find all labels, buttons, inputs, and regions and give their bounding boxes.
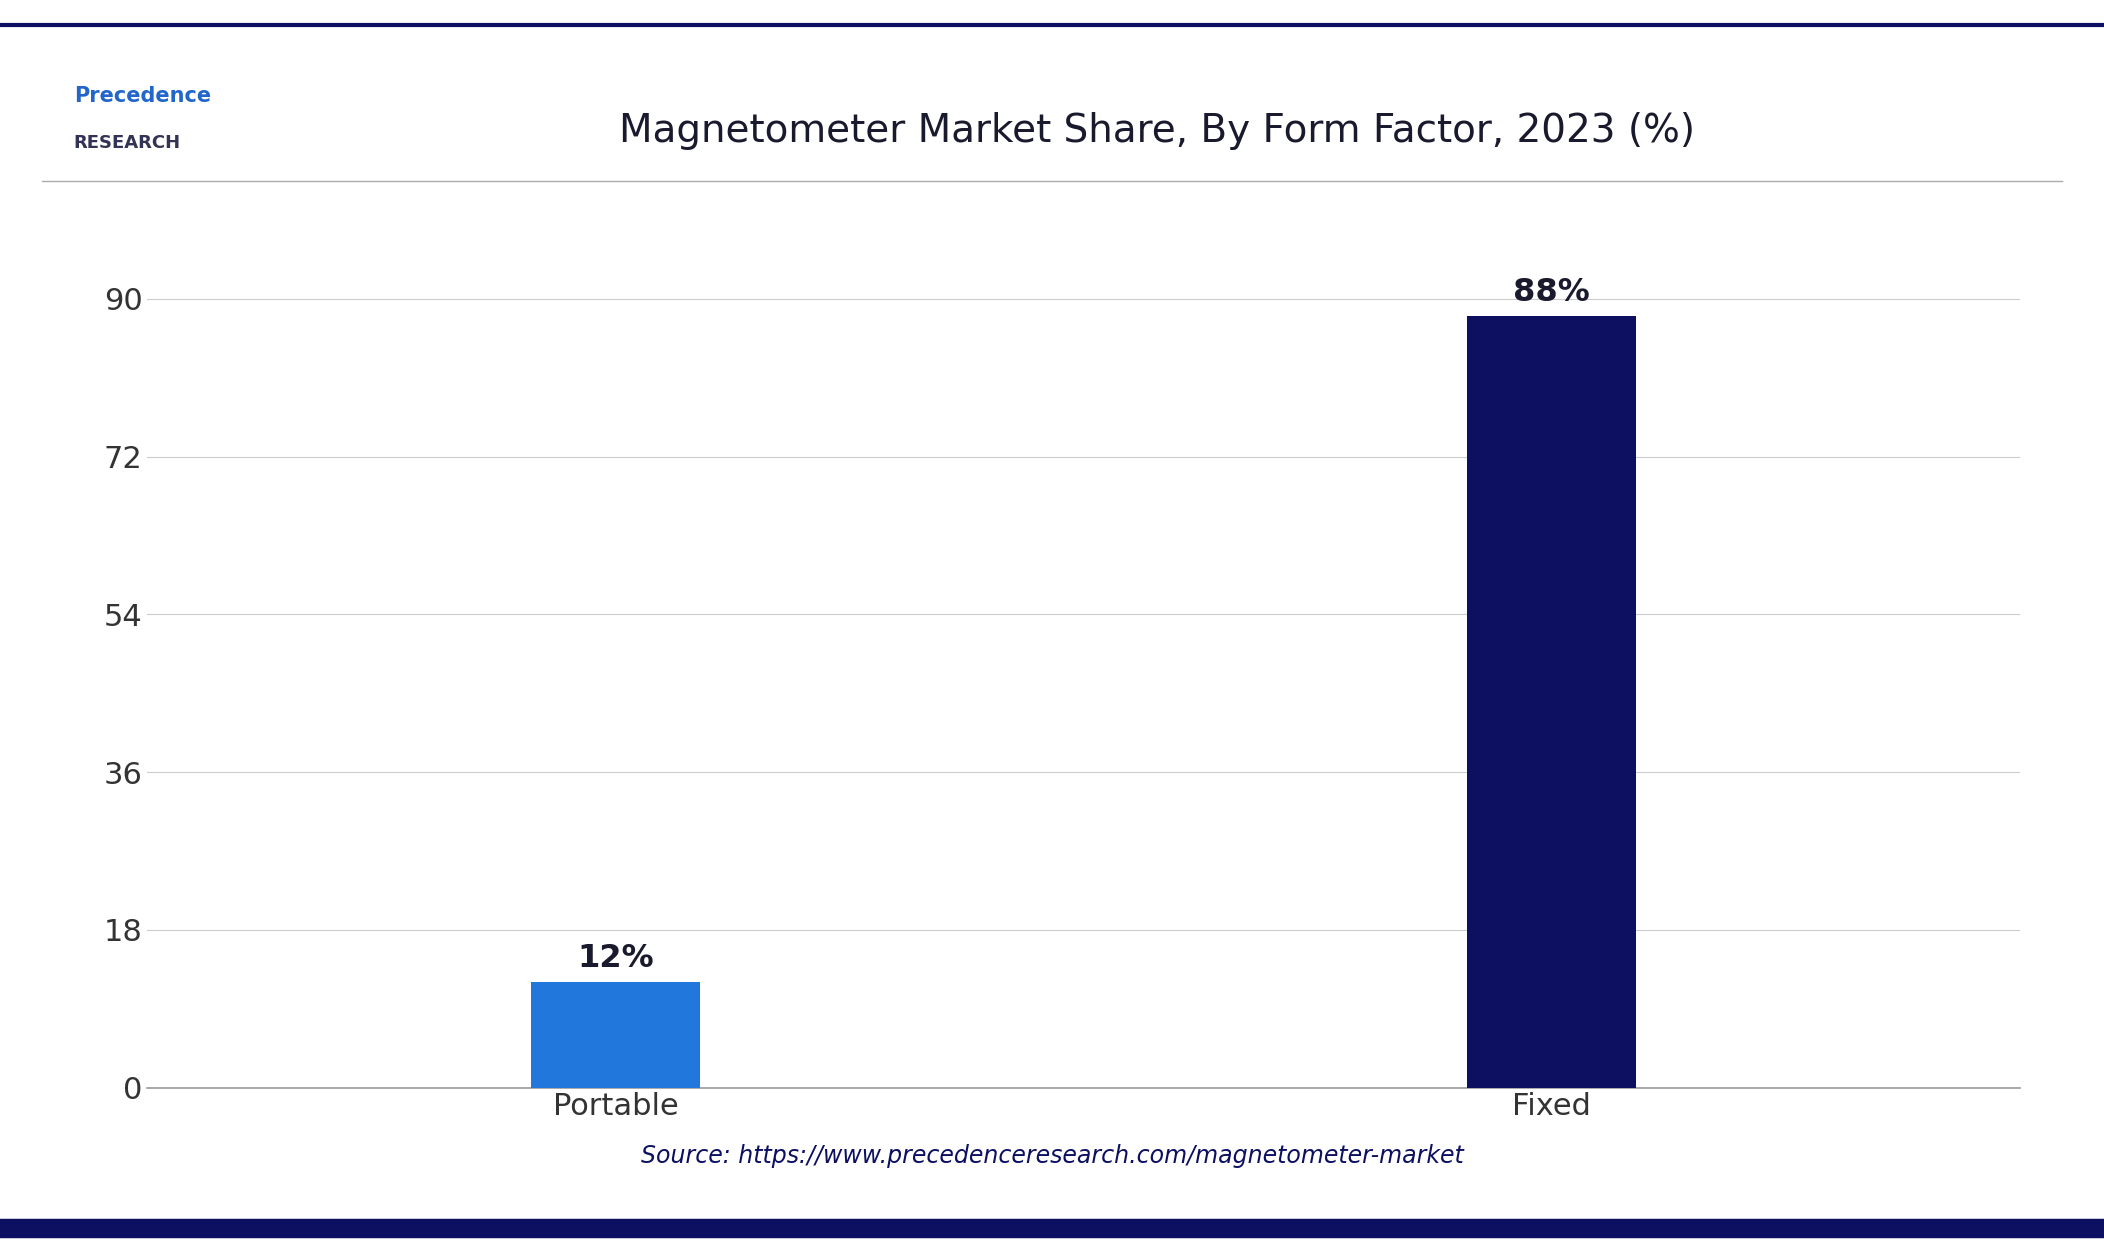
Text: Precedence: Precedence bbox=[74, 86, 210, 106]
Bar bbox=[1466, 316, 1637, 1088]
Text: Magnetometer Market Share, By Form Factor, 2023 (%): Magnetometer Market Share, By Form Facto… bbox=[619, 112, 1696, 150]
Text: Source: https://www.precedenceresearch.com/magnetometer-market: Source: https://www.precedenceresearch.c… bbox=[640, 1144, 1464, 1169]
Text: 12%: 12% bbox=[576, 942, 654, 974]
Bar bbox=[530, 982, 701, 1088]
Text: 88%: 88% bbox=[1513, 276, 1591, 308]
Text: RESEARCH: RESEARCH bbox=[74, 135, 181, 152]
